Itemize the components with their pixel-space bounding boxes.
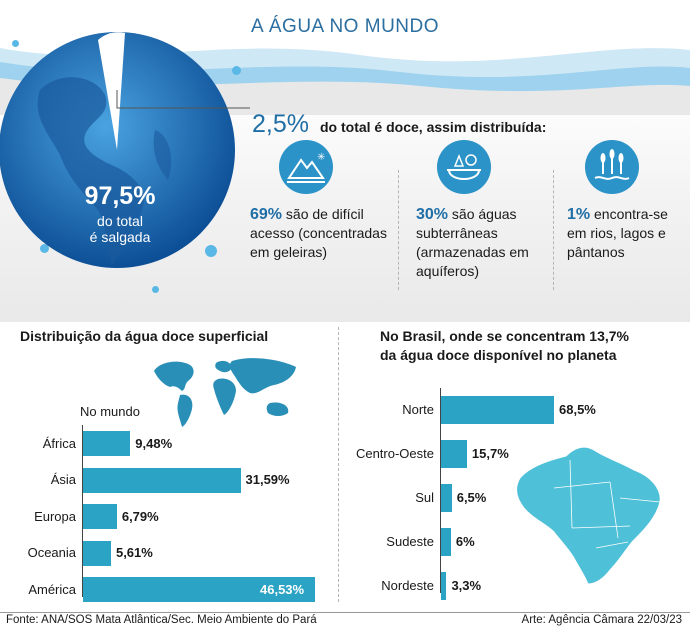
data-label: 6% xyxy=(455,534,475,549)
category-label: África xyxy=(42,435,76,451)
data-label: 5,61% xyxy=(115,545,153,560)
world-map-icon xyxy=(154,358,296,427)
bubble xyxy=(205,245,217,257)
page-title: A ÁGUA NO MUNDO xyxy=(250,16,440,37)
fresh-percent: 2,5% xyxy=(252,110,309,138)
bar xyxy=(83,540,111,566)
col-aquifer-line-3: (armazenadas em xyxy=(416,244,529,260)
bar xyxy=(83,467,241,493)
category-label: Centro-Oeste xyxy=(355,446,434,461)
col-wetland-pct: 1% xyxy=(567,206,591,223)
category-label: Sudeste xyxy=(386,534,434,549)
category-label: Sul xyxy=(415,490,434,505)
col-wetland-line-2: em rios, lagos e xyxy=(567,225,666,241)
globe-line-1: do total xyxy=(97,213,143,229)
col-aquifer-line-4: aquíferos) xyxy=(416,263,480,279)
col-glacier-line-1: são de difícil xyxy=(285,206,364,222)
aquifer-icon xyxy=(437,140,491,194)
globe-graphic xyxy=(0,32,250,268)
bubble xyxy=(40,244,49,253)
category-label: Nordeste xyxy=(381,578,434,593)
globe-percent: 97,5% xyxy=(84,182,156,210)
footer-divider xyxy=(0,612,690,613)
col-aquifer-line-2: subterrâneas xyxy=(416,225,498,241)
col-wetland-line-1: encontra-se xyxy=(594,206,668,222)
world-subtitle: No mundo xyxy=(80,404,140,419)
right-section-title-line-1: No Brasil, onde se concentram 13,7% xyxy=(380,328,629,344)
footer-source: Fonte: ANA/SOS Mata Atlântica/Sec. Meio … xyxy=(6,614,317,626)
bar xyxy=(441,528,451,556)
bubble xyxy=(232,66,241,75)
brazil-map-icon xyxy=(516,446,661,585)
category-label: América xyxy=(28,581,76,597)
bar xyxy=(441,440,467,468)
data-label: 68,5% xyxy=(559,402,596,417)
data-label: 3,3% xyxy=(451,578,482,593)
bar xyxy=(83,577,315,602)
col-wetland-text: 1% encontra-se em rios, lagos e pântanos xyxy=(567,205,687,262)
bar xyxy=(441,396,554,424)
data-label: 31,59% xyxy=(245,472,290,487)
section-divider xyxy=(338,327,339,602)
col-glacier-line-3: em geleiras) xyxy=(250,244,328,260)
bar xyxy=(83,504,117,529)
bar xyxy=(83,431,131,456)
data-label: 6,5% xyxy=(456,490,487,505)
footer-credit: Arte: Agência Câmara 22/03/23 xyxy=(521,614,682,626)
column-divider xyxy=(398,170,399,290)
col-aquifer-line-1: são águas xyxy=(451,206,517,222)
right-section-title-line-2: da água doce disponível no planeta xyxy=(380,347,617,363)
column-divider xyxy=(553,170,554,290)
category-label: Oceania xyxy=(27,545,76,560)
data-label: 6,79% xyxy=(121,508,159,524)
data-label: 46,53% xyxy=(260,581,305,597)
col-glacier-pct: 69% xyxy=(250,206,283,223)
category-label: Europa xyxy=(34,508,76,524)
globe-line-2: é salgada xyxy=(89,229,151,245)
left-section-title: Distribuição da água doce superficial xyxy=(20,328,269,344)
col-wetland-line-3: pântanos xyxy=(567,244,625,260)
category-label: Ásia xyxy=(50,472,76,487)
col-aquifer-text: 30% são águas subterrâneas (armazenadas … xyxy=(416,205,556,281)
data-label: 15,7% xyxy=(471,446,509,461)
data-label: 9,48% xyxy=(135,435,173,451)
chart-axis xyxy=(82,425,83,597)
bar xyxy=(441,572,447,600)
chart-axis xyxy=(440,388,441,593)
bubble xyxy=(12,40,19,47)
col-glacier-line-2: acesso (concentradas xyxy=(250,225,387,241)
bar xyxy=(441,484,452,512)
bubble xyxy=(152,286,159,293)
fresh-heading: do total é doce, assim distribuída: xyxy=(320,119,547,135)
category-label: Norte xyxy=(402,402,434,417)
col-aquifer-pct: 30% xyxy=(416,206,449,223)
col-glacier-text: 69% são de difícil acesso (concentradas … xyxy=(250,205,400,262)
wetland-reeds-icon xyxy=(585,140,639,194)
glacier-mountain-icon: ✳ xyxy=(279,140,333,194)
svg-text:✳: ✳ xyxy=(317,152,325,163)
